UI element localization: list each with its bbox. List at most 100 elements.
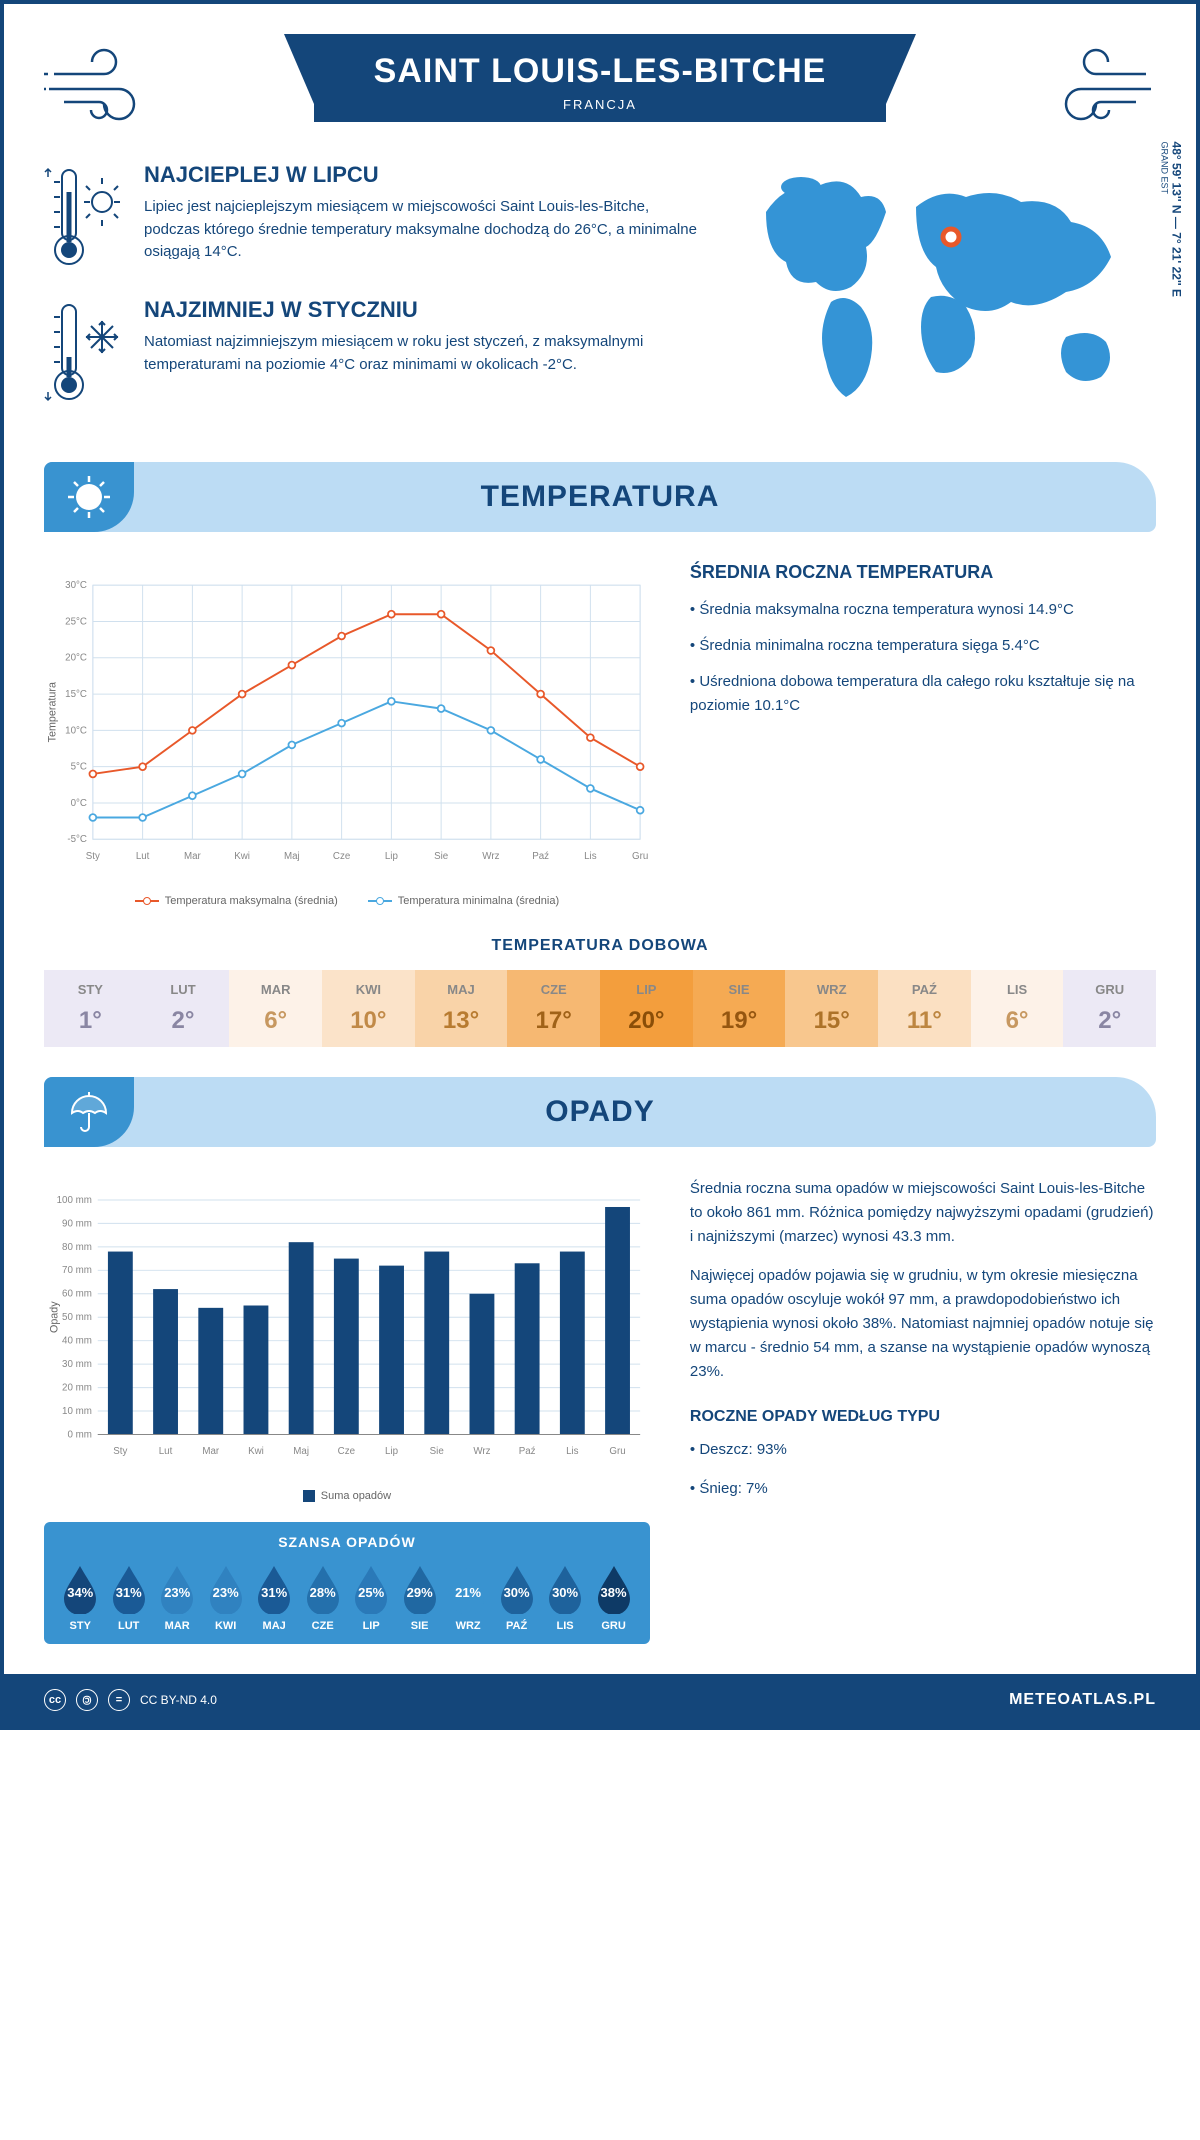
chance-month: LUT (108, 1620, 150, 1632)
chance-drop-item: 23% MAR (156, 1562, 198, 1632)
daily-temp-cell: STY1° (44, 970, 137, 1047)
svg-text:Kwi: Kwi (248, 1446, 264, 1457)
coldest-text: Natomiast najzimniejszym miesiącem w rok… (144, 331, 706, 376)
svg-text:Lis: Lis (584, 851, 597, 862)
intro-text-column: NAJCIEPLEJ W LIPCU Lipiec jest najcieple… (44, 162, 706, 432)
daily-temp-value: 17° (507, 1007, 600, 1035)
svg-text:30°C: 30°C (65, 580, 87, 591)
daily-temp-month: WRZ (785, 982, 878, 997)
legend-min-label: Temperatura minimalna (średnia) (398, 895, 559, 907)
daily-temp-value: 10° (322, 1007, 415, 1035)
thermometer-hot-icon (44, 162, 124, 272)
chance-percent: 25% (358, 1585, 384, 1600)
raindrop-icon: 28% (302, 1562, 344, 1614)
chance-drop-item: 31% MAJ (253, 1562, 295, 1632)
chance-percent: 38% (601, 1585, 627, 1600)
svg-text:Gru: Gru (632, 851, 648, 862)
svg-text:100 mm: 100 mm (57, 1195, 92, 1206)
precipitation-content: 0 mm10 mm20 mm30 mm40 mm50 mm60 mm70 mm8… (4, 1147, 1196, 1674)
precip-text-column: Średnia roczna suma opadów w miejscowośc… (690, 1177, 1156, 1644)
cc-icon: cc (44, 1689, 66, 1711)
chance-drop-item: 28% CZE (302, 1562, 344, 1632)
precip-p2: Najwięcej opadów pojawia się w grudniu, … (690, 1264, 1156, 1384)
precip-chance-box: SZANSA OPADÓW 34% STY 31% LUT 23% MAR 23… (44, 1522, 650, 1644)
daily-temp-section: TEMPERATURA DOBOWA STY1°LUT2°MAR6°KWI10°… (4, 937, 1196, 1077)
daily-temp-cell: GRU2° (1063, 970, 1156, 1047)
chance-month: CZE (302, 1620, 344, 1632)
raindrop-icon: 29% (399, 1562, 441, 1614)
chance-month: GRU (593, 1620, 635, 1632)
daily-temp-value: 1° (44, 1007, 137, 1035)
daily-temp-value: 2° (137, 1007, 230, 1035)
svg-text:15°C: 15°C (65, 689, 87, 700)
daily-temp-cell: SIE19° (693, 970, 786, 1047)
svg-text:70 mm: 70 mm (62, 1265, 92, 1276)
chance-percent: 31% (116, 1585, 142, 1600)
daily-temp-month: MAJ (415, 982, 508, 997)
legend-max-label: Temperatura maksymalna (średnia) (165, 895, 338, 907)
chance-percent: 28% (310, 1585, 336, 1600)
svg-text:Cze: Cze (338, 1446, 355, 1457)
chance-month: KWI (205, 1620, 247, 1632)
nd-icon: = (108, 1689, 130, 1711)
daily-temp-value: 20° (600, 1007, 693, 1035)
daily-temp-value: 6° (229, 1007, 322, 1035)
svg-text:0°C: 0°C (71, 798, 87, 809)
coldest-title: NAJZIMNIEJ W STYCZNIU (144, 297, 706, 323)
wind-icon-right (1036, 44, 1156, 124)
svg-text:Sty: Sty (86, 851, 100, 862)
daily-temp-cell: MAR6° (229, 970, 322, 1047)
daily-temp-grid: STY1°LUT2°MAR6°KWI10°MAJ13°CZE17°LIP20°S… (44, 970, 1156, 1047)
precip-type-snow: • Śnieg: 7% (690, 1477, 1156, 1501)
daily-temp-cell: PAŹ11° (878, 970, 971, 1047)
svg-text:Lut: Lut (136, 851, 150, 862)
daily-temp-month: LIP (600, 982, 693, 997)
svg-text:40 mm: 40 mm (62, 1336, 92, 1347)
temperature-chart-container: -5°C0°C5°C10°C15°C20°C25°C30°CStyLutMarK… (44, 562, 650, 907)
svg-text:Sie: Sie (434, 851, 448, 862)
svg-text:25°C: 25°C (65, 616, 87, 627)
raindrop-icon: 30% (544, 1562, 586, 1614)
chance-month: MAR (156, 1620, 198, 1632)
svg-text:60 mm: 60 mm (62, 1289, 92, 1300)
svg-text:Sie: Sie (430, 1446, 444, 1457)
daily-temp-month: SIE (693, 982, 786, 997)
svg-text:30 mm: 30 mm (62, 1359, 92, 1370)
coldest-block: NAJZIMNIEJ W STYCZNIU Natomiast najzimni… (44, 297, 706, 407)
svg-text:Lut: Lut (159, 1446, 173, 1457)
footer-site: METEOATLAS.PL (1009, 1691, 1156, 1709)
daily-temp-month: LIS (971, 982, 1064, 997)
daily-temp-value: 6° (971, 1007, 1064, 1035)
legend-precip-label: Suma opadów (321, 1490, 391, 1502)
chance-percent: 23% (213, 1585, 239, 1600)
chance-drop-item: 21% WRZ (447, 1562, 489, 1632)
thermometer-cold-icon (44, 297, 124, 407)
svg-text:5°C: 5°C (71, 762, 87, 773)
svg-text:Paź: Paź (532, 851, 549, 862)
umbrella-icon (44, 1077, 134, 1147)
annual-temp-bullet: • Średnia maksymalna roczna temperatura … (690, 598, 1156, 622)
chance-month: WRZ (447, 1620, 489, 1632)
svg-text:Gru: Gru (609, 1446, 625, 1457)
precip-left-column: 0 mm10 mm20 mm30 mm40 mm50 mm60 mm70 mm8… (44, 1177, 650, 1644)
sun-icon (44, 462, 134, 532)
world-map-icon (736, 162, 1156, 422)
daily-temp-title: TEMPERATURA DOBOWA (44, 937, 1156, 955)
chance-drop-item: 23% KWI (205, 1562, 247, 1632)
warmest-text: Lipiec jest najcieplejszym miesiącem w m… (144, 196, 706, 264)
chance-month: STY (59, 1620, 101, 1632)
raindrop-icon: 31% (253, 1562, 295, 1614)
daily-temp-value: 15° (785, 1007, 878, 1035)
daily-temp-month: PAŹ (878, 982, 971, 997)
temperature-line-chart: -5°C0°C5°C10°C15°C20°C25°C30°CStyLutMarK… (44, 562, 650, 882)
precipitation-bar-chart: 0 mm10 mm20 mm30 mm40 mm50 mm60 mm70 mm8… (44, 1177, 650, 1477)
svg-text:Lip: Lip (385, 1446, 399, 1457)
map-column: 48° 59' 13'' N — 7° 21' 22'' E GRAND EST (736, 162, 1156, 432)
chance-drop-item: 30% PAŹ (496, 1562, 538, 1632)
daily-temp-cell: LIP 20° (600, 970, 693, 1047)
svg-text:Maj: Maj (293, 1446, 309, 1457)
chance-percent: 21% (455, 1585, 481, 1600)
page-title: SAINT LOUIS-LES-BITCHE (374, 52, 827, 91)
chance-month: LIP (350, 1620, 392, 1632)
warmest-title: NAJCIEPLEJ W LIPCU (144, 162, 706, 188)
